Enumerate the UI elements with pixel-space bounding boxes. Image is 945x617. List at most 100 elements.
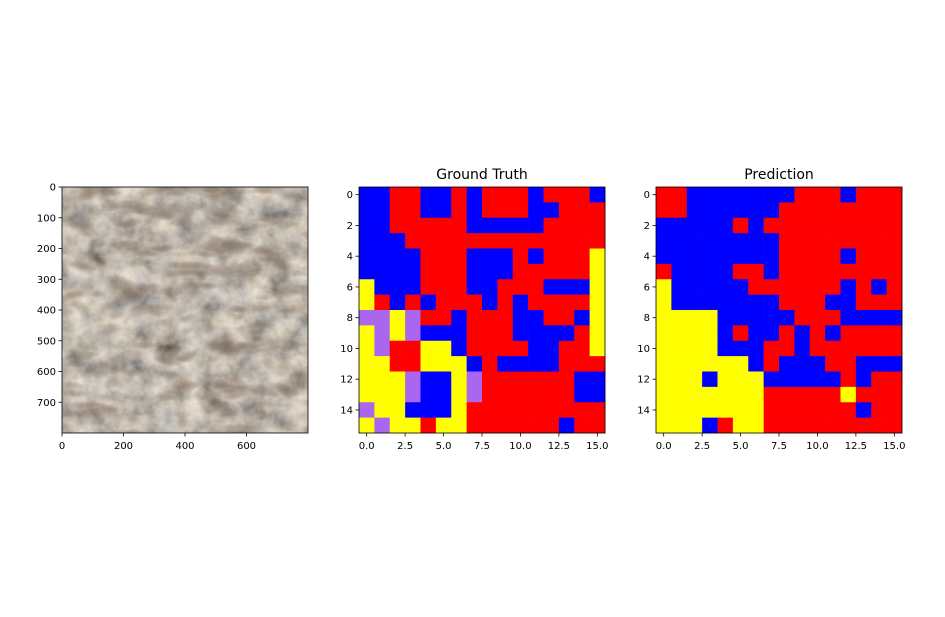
heatmap-cell <box>482 417 498 434</box>
heatmap-cell <box>374 402 391 418</box>
y-tick-label: 4 <box>644 252 650 263</box>
heatmap-cell <box>748 263 764 280</box>
heatmap-cell <box>702 325 718 342</box>
heatmap-cell <box>482 325 498 342</box>
heatmap-cell <box>528 356 544 372</box>
heatmap-cell <box>405 356 421 372</box>
y-tick-label: 100 <box>37 213 56 224</box>
heatmap-cell <box>589 279 606 295</box>
heatmap-cell <box>466 371 483 388</box>
heatmap-cell <box>732 386 749 403</box>
heatmap-cell <box>855 202 872 219</box>
heatmap-cell <box>574 325 590 342</box>
heatmap-cell <box>794 310 811 326</box>
heatmap-cell <box>855 340 872 357</box>
heatmap-cell <box>512 279 529 295</box>
heatmap-cell <box>702 248 718 265</box>
heatmap-cell <box>855 248 872 265</box>
heatmap-cell <box>886 217 903 234</box>
heatmap-cell <box>466 263 483 280</box>
heatmap-cell <box>840 386 857 403</box>
heatmap-cell <box>794 263 811 280</box>
x-tick-label: 10.0 <box>509 441 531 452</box>
heatmap-cell <box>374 310 391 326</box>
heatmap-cell <box>855 371 872 388</box>
heatmap-cell <box>779 402 795 418</box>
heatmap-cell <box>717 187 734 203</box>
heatmap-cell <box>512 325 529 342</box>
heatmap-cell <box>748 202 764 219</box>
x-tick-label: 2.5 <box>397 441 413 452</box>
heatmap-cell <box>497 340 514 357</box>
heatmap-cell <box>809 202 826 219</box>
heatmap-cell <box>763 263 780 280</box>
heatmap-cell <box>374 248 391 265</box>
heatmap-cell <box>389 233 406 249</box>
heatmap-cell <box>543 417 560 434</box>
heatmap-cell <box>671 417 688 434</box>
heatmap-cell <box>686 248 703 265</box>
heatmap-cell <box>855 310 872 326</box>
heatmap-cell <box>359 263 375 280</box>
heatmap-cell <box>543 386 560 403</box>
heatmap-cell <box>825 294 841 311</box>
heatmap-cell <box>374 340 391 357</box>
heatmap-cell <box>717 371 734 388</box>
heatmap-cell <box>794 417 811 434</box>
heatmap-cell <box>466 233 483 249</box>
heatmap-cell <box>589 217 606 234</box>
heatmap-cell <box>466 325 483 342</box>
heatmap-cell <box>482 187 498 203</box>
heatmap-cell <box>359 386 375 403</box>
heatmap-cell <box>825 263 841 280</box>
x-tick-label: 600 <box>237 441 256 452</box>
heatmap-cell <box>497 371 514 388</box>
heatmap-cell <box>482 279 498 295</box>
heatmap-cell <box>558 279 575 295</box>
heatmap-cell <box>558 356 575 372</box>
heatmap-cell <box>420 371 437 388</box>
heatmap-cell <box>809 294 826 311</box>
heatmap-cell <box>405 217 421 234</box>
heatmap-cell <box>886 263 903 280</box>
heatmap-cell <box>702 386 718 403</box>
heatmap-cell <box>359 371 375 388</box>
heatmap-cell <box>779 371 795 388</box>
heatmap-cell <box>794 340 811 357</box>
heatmap-cell <box>656 248 672 265</box>
heatmap-cell <box>732 417 749 434</box>
heatmap-cell <box>763 202 780 219</box>
heatmap-cell <box>748 233 764 249</box>
heatmap-cell <box>451 263 467 280</box>
satellite-image-axes: 0 200 400 600 0 100 200 300 400 500 600 700 <box>37 183 309 452</box>
y-tick-label: 14 <box>637 405 650 416</box>
heatmap-cell <box>871 402 887 418</box>
heatmap-cell <box>482 294 498 311</box>
y-tick-label: 500 <box>37 336 56 347</box>
heatmap-cell <box>748 294 764 311</box>
heatmap-cell <box>732 279 749 295</box>
heatmap-cell <box>763 187 780 203</box>
heatmap-cell <box>574 340 590 357</box>
heatmap-cell <box>748 402 764 418</box>
heatmap-cell <box>558 310 575 326</box>
heatmap-cell <box>374 356 391 372</box>
x-tick-label: 0 <box>59 441 65 452</box>
heatmap-cell <box>855 417 872 434</box>
heatmap-cell <box>497 279 514 295</box>
heatmap-cell <box>763 294 780 311</box>
heatmap-cell <box>543 310 560 326</box>
heatmap-cell <box>825 417 841 434</box>
heatmap-cell <box>420 310 437 326</box>
heatmap-cell <box>482 310 498 326</box>
heatmap-cell <box>420 217 437 234</box>
heatmap-cell <box>840 356 857 372</box>
heatmap-cell <box>686 217 703 234</box>
heatmap-cell <box>574 294 590 311</box>
heatmap-cell <box>528 233 544 249</box>
heatmap-cell <box>512 294 529 311</box>
x-tick-label: 12.5 <box>548 441 570 452</box>
heatmap-cell <box>717 294 734 311</box>
heatmap-cell <box>574 217 590 234</box>
heatmap-cell <box>732 187 749 203</box>
